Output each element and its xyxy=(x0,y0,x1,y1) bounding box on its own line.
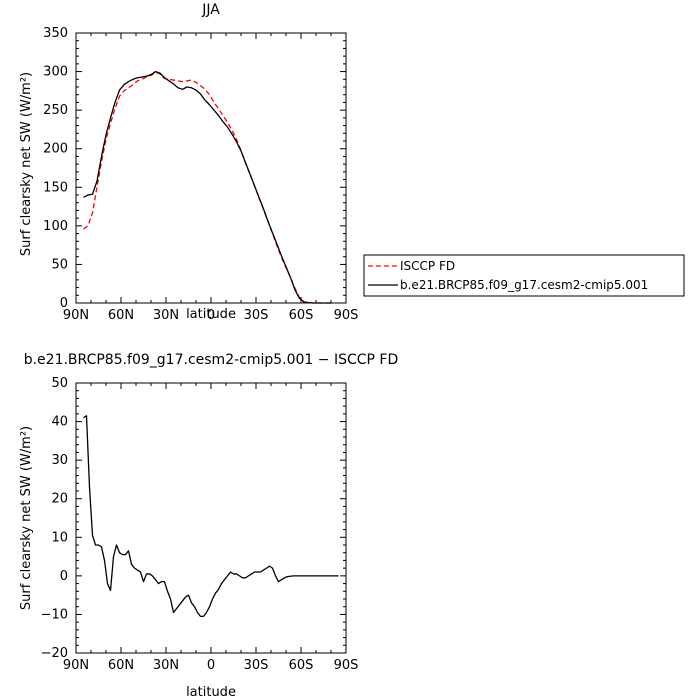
y-tick-label: 0 xyxy=(60,569,68,584)
legend-label-model: b.e21.BRCP85.f09_g17.cesm2-cmip5.001 xyxy=(400,278,648,292)
chart-bottom: b.e21.BRCP85.f09_g17.cesm2-cmip5.001 − I… xyxy=(19,352,398,700)
chart-bottom-title: b.e21.BRCP85.f09_g17.cesm2-cmip5.001 − I… xyxy=(24,352,399,368)
y-tick-label: −20 xyxy=(41,646,68,661)
y-tick-label: 100 xyxy=(43,219,68,234)
x-tick-label: 60N xyxy=(108,308,134,323)
series-line-0 xyxy=(83,415,339,618)
y-tick-label: −10 xyxy=(41,607,68,622)
x-tick-label: 30N xyxy=(153,308,179,323)
x-tick-label: 60N xyxy=(108,658,134,673)
y-tick-label: 150 xyxy=(43,180,68,195)
chart-top-title: JJA xyxy=(201,2,220,18)
x-tick-label: 90S xyxy=(334,308,359,323)
series-line-0 xyxy=(83,71,331,304)
y-tick-label: 10 xyxy=(51,530,68,545)
y-tick-label: 30 xyxy=(51,453,68,468)
y-tick-label: 200 xyxy=(43,142,68,157)
y-tick-label: 250 xyxy=(43,103,68,118)
x-tick-label: 0 xyxy=(207,658,215,673)
y-tick-label: 0 xyxy=(60,296,68,311)
series-line-1 xyxy=(83,70,331,304)
legend-box xyxy=(363,254,685,297)
x-tick-label: 90N xyxy=(63,658,89,673)
x-tick-label: 30S xyxy=(244,308,269,323)
chart-top-xlabel: latitude xyxy=(186,307,236,322)
x-tick-label: 30N xyxy=(153,658,179,673)
y-tick-label: 20 xyxy=(51,492,68,507)
x-tick-label: 0 xyxy=(207,308,215,323)
plot-frame xyxy=(75,382,347,654)
x-tick-label: 90N xyxy=(63,308,89,323)
chart-top: JJA latitude Surf clearsky net SW (W/m²)… xyxy=(19,2,358,323)
y-tick-label: 50 xyxy=(51,376,68,391)
x-tick-label: 90S xyxy=(334,658,359,673)
chart-top-ylabel: Surf clearsky net SW (W/m²) xyxy=(19,72,34,256)
legend: ISCCP FD b.e21.BRCP85.f09_g17.cesm2-cmip… xyxy=(363,254,685,297)
x-tick-label: 60S xyxy=(289,308,314,323)
y-tick-label: 300 xyxy=(43,65,68,80)
chart-bottom-xlabel: latitude xyxy=(186,685,236,700)
x-tick-label: 60S xyxy=(289,658,314,673)
legend-label-isccp: ISCCP FD xyxy=(400,259,455,273)
y-tick-label: 40 xyxy=(51,415,68,430)
y-tick-label: 50 xyxy=(51,257,68,272)
plot-frame xyxy=(75,32,347,304)
y-tick-label: 350 xyxy=(43,26,68,41)
chart-bottom-ylabel: Surf clearsky net SW (W/m²) xyxy=(19,426,34,610)
x-tick-label: 30S xyxy=(244,658,269,673)
